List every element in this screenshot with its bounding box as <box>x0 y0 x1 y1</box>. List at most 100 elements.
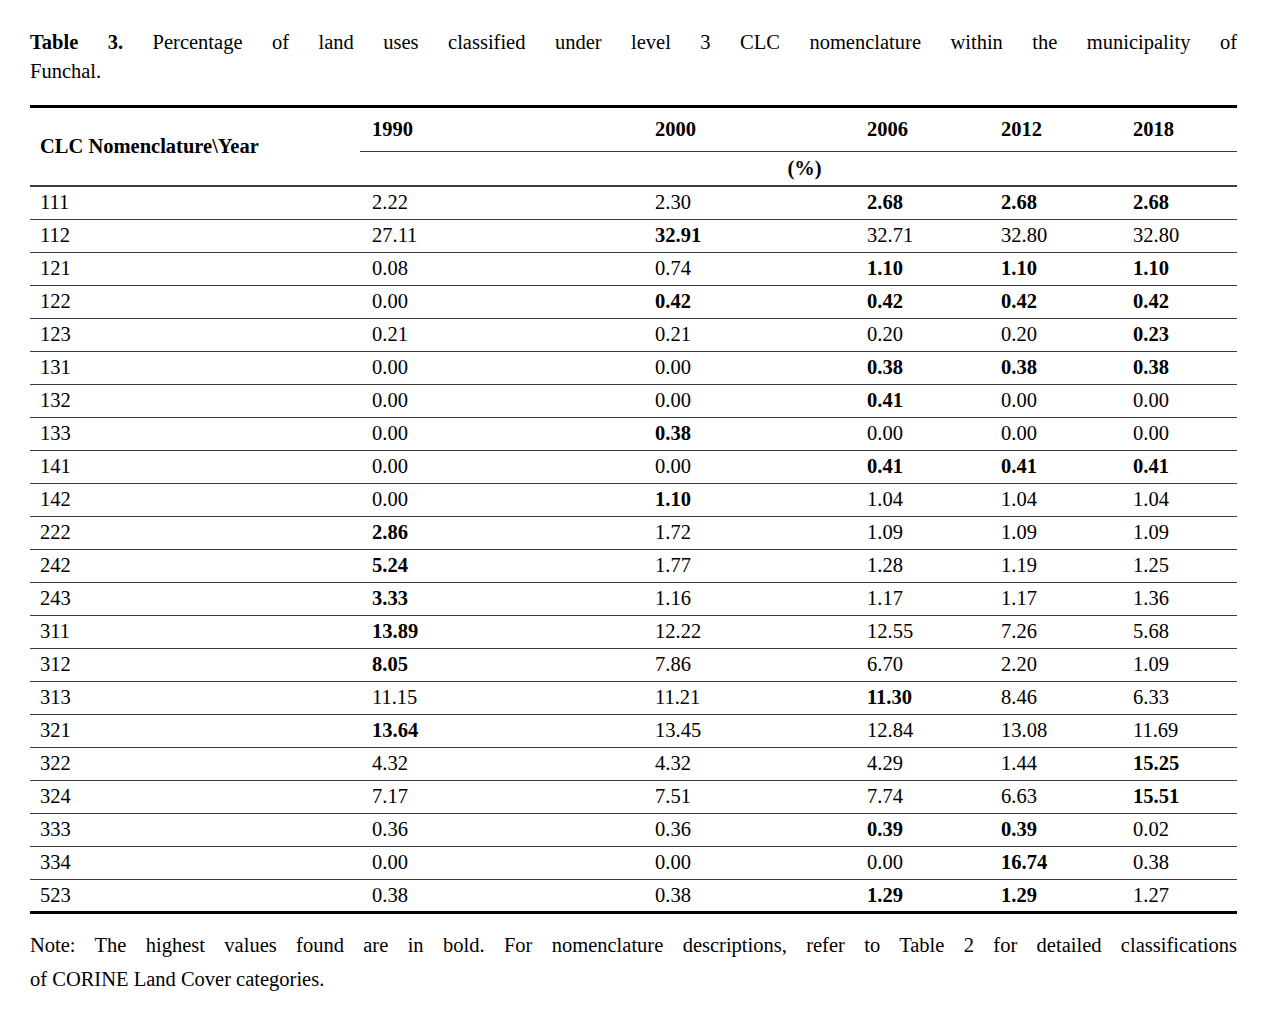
value-cell: 0.36 <box>372 813 655 846</box>
clc-code: 333 <box>30 813 372 846</box>
table-row-132: 1320.000.000.410.000.00 <box>30 384 1237 417</box>
value-cell: 0.38 <box>372 879 655 912</box>
value-cell: 4.29 <box>867 747 1001 780</box>
value-cell: 13.08 <box>1001 714 1133 747</box>
value-cell: 1.36 <box>1133 582 1237 615</box>
table-row-121: 1210.080.741.101.101.10 <box>30 252 1237 285</box>
value-cell: 7.86 <box>655 648 867 681</box>
value-cell: 0.41 <box>1001 450 1133 483</box>
value-cell: 0.00 <box>372 450 655 483</box>
clc-code: 133 <box>30 417 372 450</box>
table-row-141: 1410.000.000.410.410.41 <box>30 450 1237 483</box>
value-cell: 0.38 <box>655 879 867 912</box>
table-row-333: 3330.360.360.390.390.02 <box>30 813 1237 846</box>
clc-code: 311 <box>30 615 372 648</box>
value-cell: 1.10 <box>655 483 867 516</box>
table-row-123: 1230.210.210.200.200.23 <box>30 318 1237 351</box>
value-cell: 0.42 <box>867 285 1001 318</box>
table-caption-label: Table 3. <box>30 31 123 53</box>
table-row-312: 3128.057.866.702.201.09 <box>30 648 1237 681</box>
value-cell: 0.00 <box>372 483 655 516</box>
value-cell: 1.16 <box>655 582 867 615</box>
value-cell: 0.41 <box>1133 450 1237 483</box>
value-cell: 0.23 <box>1133 318 1237 351</box>
value-cell: 0.00 <box>655 384 867 417</box>
value-cell: 1.04 <box>867 483 1001 516</box>
clc-code: 141 <box>30 450 372 483</box>
value-cell: 2.22 <box>372 186 655 219</box>
value-cell: 11.15 <box>372 681 655 714</box>
value-cell: 1.77 <box>655 549 867 582</box>
value-cell: 0.00 <box>1001 417 1133 450</box>
year-header-2006: 2006 <box>867 118 1001 141</box>
value-cell: 0.00 <box>1133 417 1237 450</box>
value-cell: 1.09 <box>1001 516 1133 549</box>
table-row-311: 31113.8912.2212.557.265.68 <box>30 615 1237 648</box>
table-row-322: 3224.324.324.291.4415.25 <box>30 747 1237 780</box>
value-cell: 1.28 <box>867 549 1001 582</box>
value-cell: 0.38 <box>1133 351 1237 384</box>
table-row-523: 5230.380.381.291.291.27 <box>30 879 1237 912</box>
value-cell: 7.17 <box>372 780 655 813</box>
value-cell: 1.10 <box>1133 252 1237 285</box>
value-cell: 0.20 <box>1001 318 1133 351</box>
value-cell: 0.38 <box>1001 351 1133 384</box>
value-cell: 27.11 <box>372 219 655 252</box>
value-cell: 12.84 <box>867 714 1001 747</box>
table-caption: Table 3. Percentage of land uses classif… <box>30 28 1237 86</box>
clc-code: 243 <box>30 582 372 615</box>
value-cell: 2.68 <box>1001 186 1133 219</box>
value-cell: 7.26 <box>1001 615 1133 648</box>
year-headers: 19902000200620122018 <box>360 108 1237 152</box>
value-cell: 0.21 <box>655 318 867 351</box>
table-row-324: 3247.177.517.746.6315.51 <box>30 780 1237 813</box>
clc-code: 111 <box>30 186 372 219</box>
value-cell: 0.42 <box>1001 285 1133 318</box>
clc-code: 313 <box>30 681 372 714</box>
year-header-1990: 1990 <box>372 118 655 141</box>
table-row-321: 32113.6413.4512.8413.0811.69 <box>30 714 1237 747</box>
value-cell: 13.45 <box>655 714 867 747</box>
value-cell: 13.64 <box>372 714 655 747</box>
value-cell: 0.00 <box>655 351 867 384</box>
clc-code: 121 <box>30 252 372 285</box>
clc-code: 132 <box>30 384 372 417</box>
value-cell: 32.80 <box>1133 219 1237 252</box>
value-cell: 0.00 <box>1133 384 1237 417</box>
value-cell: 6.70 <box>867 648 1001 681</box>
table-row-133: 1330.000.380.000.000.00 <box>30 417 1237 450</box>
value-cell: 5.24 <box>372 549 655 582</box>
value-cell: 0.39 <box>867 813 1001 846</box>
value-cell: 0.39 <box>1001 813 1133 846</box>
value-cell: 5.68 <box>1133 615 1237 648</box>
clc-code: 112 <box>30 219 372 252</box>
value-cell: 15.51 <box>1133 780 1237 813</box>
value-cell: 0.00 <box>655 846 867 879</box>
value-cell: 0.00 <box>372 417 655 450</box>
value-cell: 1.17 <box>867 582 1001 615</box>
table-row-122: 1220.000.420.420.420.42 <box>30 285 1237 318</box>
value-cell: 1.19 <box>1001 549 1133 582</box>
value-cell: 0.41 <box>867 384 1001 417</box>
year-headers-cell: 19902000200620122018 <box>372 107 1237 153</box>
value-cell: 1.09 <box>1133 516 1237 549</box>
value-cell: 0.00 <box>867 846 1001 879</box>
value-cell: 0.00 <box>372 285 655 318</box>
value-cell: 0.00 <box>867 417 1001 450</box>
year-header-2012: 2012 <box>1001 118 1133 141</box>
value-cell: 2.68 <box>867 186 1001 219</box>
clc-code: 312 <box>30 648 372 681</box>
value-cell: 15.25 <box>1133 747 1237 780</box>
clc-code: 222 <box>30 516 372 549</box>
value-cell: 0.38 <box>655 417 867 450</box>
table-row-111: 1112.222.302.682.682.68 <box>30 186 1237 219</box>
value-cell: 4.32 <box>372 747 655 780</box>
table-row-242: 2425.241.771.281.191.25 <box>30 549 1237 582</box>
document-page: Table 3. Percentage of land uses classif… <box>0 0 1271 1022</box>
value-cell: 0.42 <box>1133 285 1237 318</box>
value-cell: 32.80 <box>1001 219 1133 252</box>
year-header-2000: 2000 <box>655 118 867 141</box>
table-caption-line2: Funchal. <box>30 57 1237 86</box>
value-cell: 0.00 <box>655 450 867 483</box>
value-cell: 0.02 <box>1133 813 1237 846</box>
